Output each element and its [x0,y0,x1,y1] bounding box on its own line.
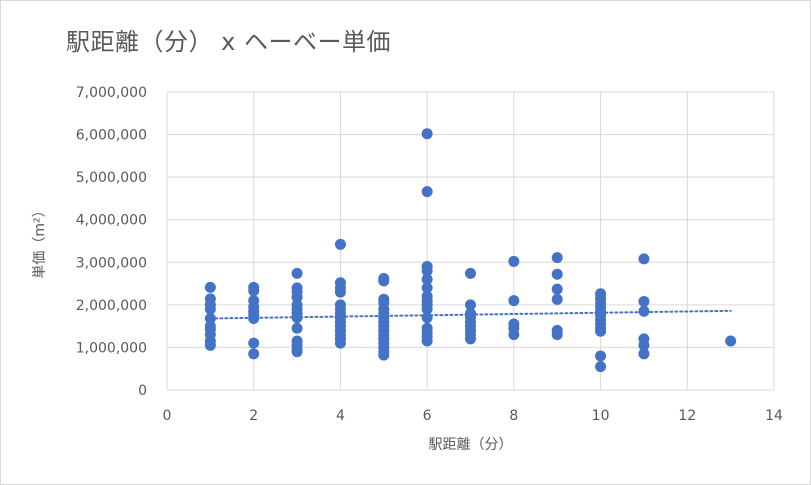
data-point [551,329,563,341]
data-point [551,283,563,295]
data-point [291,267,303,279]
data-point [638,295,650,307]
x-tick-label: 2 [249,408,258,424]
data-point [248,285,260,297]
x-tick-label: 8 [509,408,518,424]
data-point [204,281,216,293]
data-point [334,238,346,250]
data-point [638,253,650,265]
data-point [334,337,346,349]
data-point [378,349,390,361]
x-tick-labels: 0 2 4 6 8 10 12 14 [163,408,783,424]
data-point [421,312,433,324]
data-point [204,339,216,351]
data-point [334,286,346,298]
y-tick-label: 7,000,000 [76,85,147,101]
x-tick-label: 6 [423,408,432,424]
y-tick-label: 2,000,000 [76,298,147,314]
x-tick-label: 4 [336,408,345,424]
data-point [465,299,476,311]
data-point [508,295,520,307]
data-point [421,186,433,198]
x-tick-label: 10 [592,408,610,424]
chart-title: 駅距離（分） x ヘーベー単価 [66,28,391,56]
data-point [638,339,650,351]
data-point [421,282,433,294]
data-point [508,329,520,341]
data-point [421,303,433,315]
data-point [204,303,216,315]
x-axis-title: 駅距離（分） [429,436,513,453]
data-point [291,312,303,324]
x-tick-label: 12 [678,408,696,424]
data-point [551,252,563,264]
data-point [551,268,563,280]
data-point [248,337,260,349]
data-point [508,255,520,267]
y-axis-title: 単価（m²） [32,203,48,278]
y-tick-label: 5,000,000 [76,170,147,186]
data-point [465,267,476,279]
data-point [421,128,433,140]
horizontal-gridlines [167,91,774,391]
data-point [248,312,260,324]
data-point [595,350,607,362]
data-point [421,335,433,347]
data-point [248,348,260,360]
y-tick-label: 6,000,000 [76,128,147,144]
data-points [204,128,737,373]
y-tick-label: 3,000,000 [76,255,147,271]
y-tick-label: 4,000,000 [76,213,147,229]
x-tick-label: 0 [163,408,172,424]
data-point [638,305,650,317]
data-point [595,361,607,373]
x-tick-label: 14 [765,408,783,424]
data-point [551,293,563,305]
data-point [204,312,216,324]
data-point [421,265,433,277]
data-point [595,325,607,337]
data-point [465,333,476,345]
data-point [725,335,737,347]
y-tick-labels: 0 1,000,000 2,000,000 3,000,000 4,000,000 5,0… [76,85,147,399]
data-point [421,273,433,285]
y-tick-label: 1,000,000 [76,340,147,356]
y-tick-label: 0 [138,383,147,399]
data-point [291,322,303,334]
data-point [378,275,390,287]
data-point [291,346,303,358]
data-point [291,291,303,303]
data-point [638,348,650,360]
